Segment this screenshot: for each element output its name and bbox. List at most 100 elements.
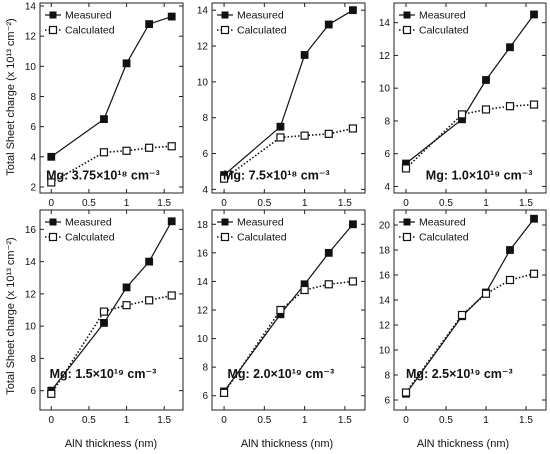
y-tick-label: 8 [202,363,208,374]
calculated-point [145,143,154,152]
calculated-point [401,164,411,173]
y-tick-label: 14 [197,6,209,17]
y-tick-label: 8 [30,354,36,365]
measured-series-line [405,14,535,164]
y-tick-label: 6 [30,122,36,133]
y-tick-label: 12 [197,306,209,317]
doping-annotation: Mg: 1.0×10¹⁹ cm⁻³ [426,169,533,183]
legend-measured-label: Measured [419,217,466,229]
y-tick-label: 2 [30,182,36,193]
x-axis-label-middle: AlN thickness (nm) [241,438,333,450]
legend-measured-marker [403,218,411,226]
panel-4: 0 0.5 1 1.5 6 8 10 12 14 16 Measured Calculated Mg: … [25,209,184,426]
x-tick-label: 1 [483,198,489,209]
measured-point [482,76,490,84]
x-tick-label: 0.5 [82,415,96,426]
calculated-point [122,146,131,155]
measured-point [145,20,154,29]
legend-calculated-marker [402,232,412,242]
doping-annotation: Mg: 2.0×10¹⁹ cm⁻³ [228,367,335,381]
y-axis-label-top-row: Total Sheet charge (x 10¹³ cm⁻²) [5,18,17,175]
doping-annotation: Mg: 7.5×10¹⁸ cm⁻³ [223,169,330,183]
y-tick-label: 14 [379,296,391,307]
y-tick-label: 4 [202,185,208,196]
x-tick-label: 1.5 [519,415,533,426]
measured-point [145,257,154,266]
doping-annotation: Mg: 1.5×10¹⁹ cm⁻³ [50,367,157,381]
measured-point [122,283,131,292]
measured-point [324,20,333,29]
calculated-point [457,310,467,320]
calculated-point [99,148,109,157]
y-tick-label: 4 [384,182,390,193]
measured-point [349,6,357,15]
x-tick-label: 0 [221,198,227,209]
measured-point [506,246,514,254]
calculated-point [324,280,333,289]
x-tick-label: 0 [221,415,227,426]
measured-point [530,214,538,223]
y-tick-label: 12 [379,51,391,62]
y-tick-label: 14 [25,2,37,13]
calculated-point [99,307,109,316]
x-tick-label: 0 [403,415,409,426]
legend-measured-label: Measured [65,10,112,22]
calculated-point [167,142,176,151]
x-axis-label-left: AlN thickness (nm) [65,438,157,450]
y-tick-label: 18 [197,220,209,231]
legend-measured-marker [403,11,411,19]
panel-6: 0 0.5 1 1.5 6 8 10 12 14 16 18 20 Measured Calculated… [379,209,547,426]
measured-point [167,217,176,226]
y-tick-label: 6 [384,396,390,407]
y-tick-label: 6 [202,149,208,160]
y-tick-label: 16 [25,225,37,236]
y-tick-label: 16 [379,271,391,282]
legend-calculated-marker [220,25,230,35]
calculated-point [348,277,358,286]
x-tick-label: 0.5 [257,415,271,426]
y-tick-label: 8 [30,92,36,103]
legend-measured-label: Measured [237,10,284,22]
y-tick-label: 6 [384,149,390,160]
measured-point [324,248,333,257]
y-tick-label: 10 [25,62,37,73]
y-tick-label: 20 [379,221,391,232]
x-tick-label: 0.5 [439,198,453,209]
y-tick-label: 8 [384,371,390,382]
measured-point [276,122,285,131]
plot-frame [39,2,184,194]
calculated-point [505,102,515,111]
calculated-point [300,131,309,140]
y-axis-label-bottom-row: Total Sheet charge (x 10¹³ cm⁻²) [5,237,17,394]
x-tick-label: 0.5 [257,198,271,209]
calculated-point [481,105,491,114]
y-tick-label: 10 [197,334,209,345]
x-tick-label: 1 [302,415,308,426]
y-tick-label: 12 [379,321,391,332]
y-tick-label: 10 [197,77,209,88]
legend-calculated-label: Calculated [237,232,287,244]
legend-calculated-label: Calculated [65,25,115,37]
y-tick-label: 14 [379,18,391,29]
legend-calculated-marker [48,25,58,35]
x-tick-label: 0 [49,415,55,426]
x-tick-label: 0.5 [82,198,96,209]
y-tick-label: 6 [30,386,36,397]
doping-annotation: Mg: 2.5×10¹⁹ cm⁻³ [406,367,513,381]
calculated-series-line [223,280,353,394]
plot-frame [211,2,366,194]
calculated-point [276,305,285,315]
calculated-series-line [223,127,354,180]
measured-series-line [50,221,173,391]
measured-point [122,59,131,68]
calculated-series-line [50,294,172,395]
y-tick-label: 8 [384,116,390,127]
y-tick-label: 10 [379,84,391,95]
calculated-point [457,110,467,119]
calculated-point [145,296,154,305]
legend-calculated-label: Calculated [419,232,469,244]
y-tick-label: 4 [30,152,36,163]
panel-2: 0 0.5 1 1.5 4 6 8 10 12 14 Measured Calculated Mg: 7… [197,2,366,209]
measured-point [47,152,56,161]
legend-calculated-label: Calculated [419,25,469,37]
